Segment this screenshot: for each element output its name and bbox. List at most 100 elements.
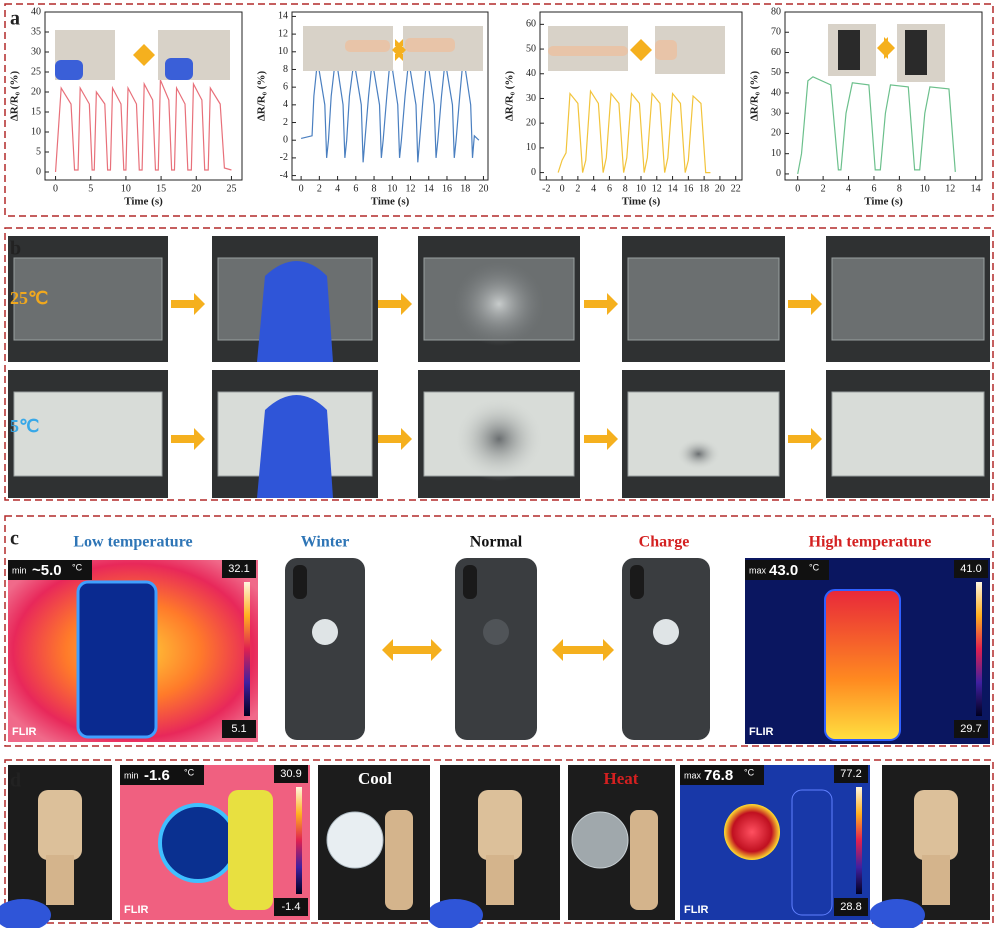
scale-max: 32.1: [228, 563, 249, 575]
glove: [165, 58, 193, 80]
x-axis-label: Time (s): [622, 196, 661, 208]
readout-mode: max: [749, 565, 767, 575]
glove: [55, 60, 83, 80]
y-tick-label: 14: [278, 11, 288, 22]
y-tick-label: -2: [280, 152, 288, 163]
fog: [454, 397, 544, 481]
skin: [655, 40, 677, 60]
y-tick-label: 2: [283, 117, 288, 128]
x-tick-label: 25: [226, 183, 236, 194]
x-tick-label: 0: [299, 183, 304, 194]
x-tick-label: 8: [623, 183, 628, 194]
fog: [676, 438, 721, 470]
arrow: [171, 293, 205, 315]
caption: Cool: [358, 769, 392, 788]
y-tick-label: 30: [31, 46, 41, 57]
cold-cup: [158, 803, 238, 883]
color-bar: [856, 787, 862, 894]
color-bar: [244, 582, 250, 716]
arrow: [552, 639, 614, 661]
brand: FLIR: [684, 904, 708, 916]
x-tick-label: 8: [372, 183, 377, 194]
caption: Heat: [604, 769, 639, 788]
y-tick-label: 12: [278, 28, 288, 39]
x-tick-label: 14: [424, 183, 434, 194]
y-tick-label: 80: [771, 6, 781, 17]
x-tick-label: 10: [387, 183, 397, 194]
scale-min: -1.4: [282, 901, 301, 913]
readout-value: -1.6: [144, 767, 170, 784]
x-tick-label: 20: [715, 183, 725, 194]
x-tick-label: 2: [575, 183, 580, 194]
plot-frame: [784, 11, 983, 181]
y-tick-label: 60: [771, 47, 781, 58]
x-tick-label: 0: [795, 183, 800, 194]
x-tick-label: 6: [871, 183, 876, 194]
scale-box: [834, 765, 868, 783]
y-tick-label: 0: [776, 168, 781, 179]
glass-slide: [13, 391, 163, 477]
readout-value: 43.0: [769, 562, 798, 579]
arrow: [133, 44, 155, 66]
x-tick-label: 16: [683, 183, 693, 194]
arrow: [382, 639, 442, 661]
camera: [463, 565, 477, 599]
y-tick-label: 50: [526, 43, 536, 54]
panel-frame: [4, 3, 994, 217]
y-tick-label: 10: [526, 142, 536, 153]
x-tick-label: 8: [897, 183, 902, 194]
x-tick-label: 10: [920, 183, 930, 194]
y-tick-label: 15: [31, 106, 41, 117]
phone: [455, 558, 537, 740]
wooden-hand: [630, 810, 658, 910]
readout-unit: °C: [72, 562, 83, 572]
x-tick-label: 14: [971, 183, 981, 194]
data-line: [557, 89, 711, 174]
x-tick-label: 20: [191, 183, 201, 194]
arrow: [378, 293, 412, 315]
x-axis-label: Time (s): [864, 196, 903, 208]
x-tick-label: 4: [335, 183, 340, 194]
y-axis-label: ΔR/R₀ (%): [504, 71, 516, 122]
panel-title: Charge: [639, 534, 690, 551]
panel-frame: [4, 227, 994, 501]
x-tick-label: 0: [560, 183, 565, 194]
arrow: [392, 39, 406, 61]
wrist: [46, 855, 74, 905]
wooden-hand: [478, 790, 522, 860]
panel-frame: [4, 759, 994, 924]
readout-box: [8, 560, 92, 580]
y-tick-label: 40: [31, 6, 41, 17]
hand-heat: [228, 790, 273, 910]
panel-title: Normal: [470, 534, 523, 551]
y-axis-label: ΔR/R₀ (%): [256, 71, 268, 122]
x-tick-label: 4: [591, 183, 596, 194]
panel-label: d: [10, 770, 21, 792]
readout-unit: °C: [184, 767, 195, 777]
scale-box: [954, 720, 988, 738]
glove: [0, 899, 51, 928]
x-tick-label: 6: [607, 183, 612, 194]
skin: [548, 46, 628, 56]
wooden-hand: [385, 810, 413, 910]
y-tick-label: 25: [31, 66, 41, 77]
scale-box: [222, 720, 256, 738]
scale-min: 28.8: [840, 901, 861, 913]
sensor-patch: [312, 619, 338, 645]
y-axis-label: ΔR/R₀ (%): [9, 71, 21, 122]
y-tick-label: 8: [283, 64, 288, 75]
x-tick-label: 4: [846, 183, 851, 194]
plot-frame: [291, 11, 489, 181]
x-tick-label: 14: [668, 183, 678, 194]
color-bar: [976, 582, 982, 716]
readout-mode: min: [12, 565, 27, 575]
skin: [405, 38, 455, 52]
scale-max: 77.2: [840, 768, 861, 780]
phone: [622, 558, 710, 740]
skin: [345, 40, 390, 52]
y-tick-label: 30: [526, 93, 536, 104]
y-tick-label: 40: [526, 68, 536, 79]
phone-cold: [76, 580, 158, 739]
arrow: [584, 428, 618, 450]
